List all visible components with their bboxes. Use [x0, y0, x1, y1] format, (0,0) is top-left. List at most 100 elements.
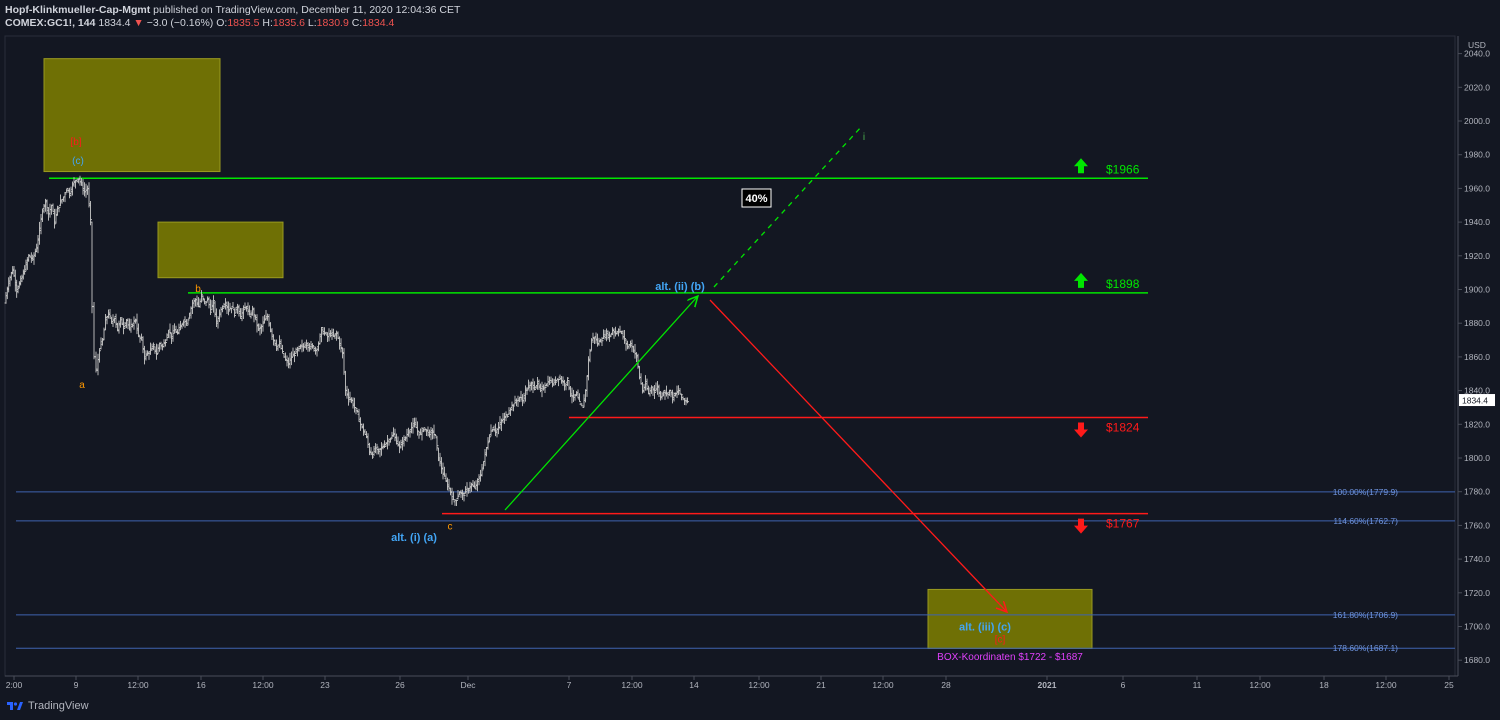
author-name[interactable]: Hopf-Klinkmueller-Cap-Mgmt [5, 4, 151, 16]
plot-frame [4, 35, 1456, 677]
x-tick-label-14: 28 [941, 680, 951, 690]
ohlc-bar [92, 301, 96, 360]
x-tick-label-19: 18 [1319, 680, 1329, 690]
tradingview-brand: TradingView [28, 700, 89, 712]
x-tick-label-7: Dec [460, 680, 476, 690]
x-tick-label-12: 21 [816, 680, 826, 690]
box-coordinates-note: BOX-Koordinaten $1722 - $1687 [937, 652, 1083, 663]
ohlc-bar [686, 397, 689, 404]
ohlc-bar [155, 343, 158, 360]
y-tick-label-13: 1940.0 [1464, 217, 1490, 227]
ohlc-bar [108, 309, 112, 319]
last-price-badge: 1834.4 [1462, 396, 1488, 406]
x-tick-label-18: 12:00 [1249, 680, 1271, 690]
up-arrow-icon [1074, 158, 1088, 174]
ohlc-bar [339, 338, 343, 353]
ohlc-bar [230, 307, 233, 314]
down-arrow-icon [1074, 518, 1088, 534]
ohlc-bar [578, 393, 581, 403]
ohlc-bar [56, 205, 59, 216]
x-tick-label-20: 12:00 [1375, 680, 1397, 690]
wave-label-4: c [448, 521, 453, 532]
published-info: published on TradingView.com, December 1… [153, 4, 461, 16]
symbol-label[interactable]: COMEX:GC1!, 144 [5, 17, 96, 29]
ohlc-bar [653, 384, 656, 400]
ohlc-bar [186, 318, 190, 326]
ohlc-bar [152, 342, 155, 351]
wave-label-5: alt. (i) (a) [391, 532, 437, 544]
ohlc-bar [90, 221, 94, 314]
ohlc-bar [137, 323, 140, 338]
ohlc-bar [98, 348, 101, 363]
y-tick-label-9: 1860.0 [1464, 352, 1490, 362]
last-price-badge-bg [1459, 394, 1495, 407]
y-tick-label-6: 1800.0 [1464, 453, 1490, 463]
ohlc-bar [579, 402, 583, 406]
ohlc-bar [432, 424, 436, 439]
last-price: 1834.4 [98, 17, 131, 29]
currency-label: USD [1468, 40, 1486, 50]
wave-label-3: b [195, 284, 201, 295]
ohlc-bars [4, 175, 689, 506]
level-label-1: $1898 [1106, 277, 1140, 291]
ohlc-bar [434, 433, 437, 437]
high-label: H: [262, 17, 273, 29]
ohlc-bar [63, 191, 67, 203]
wave-iii-arrow [709, 299, 1006, 611]
wave-ii-arrow [504, 297, 697, 511]
down-arrow-icon: ▼ [133, 17, 144, 29]
ohlc-bar [53, 208, 56, 229]
y-tick-label-0: 1680.0 [1464, 655, 1490, 665]
y-tick-label-2: 1720.0 [1464, 588, 1490, 598]
open-label: O: [216, 17, 228, 29]
ohlc-bar [23, 265, 27, 275]
wave-label-9: i [863, 132, 865, 143]
ohlc-bar [591, 332, 595, 343]
tradingview-footer[interactable]: TradingView [6, 700, 89, 712]
x-tick-label-6: 26 [395, 680, 405, 690]
ohlc-bar [623, 330, 626, 344]
x-tick-label-3: 16 [196, 680, 206, 690]
ohlc-bar [533, 381, 536, 391]
percent-badge-box [741, 188, 772, 208]
y-tick-label-11: 1900.0 [1464, 285, 1490, 295]
y-tick-label-16: 2000.0 [1464, 116, 1490, 126]
low-label: L: [307, 17, 317, 29]
y-tick-label-17: 2020.0 [1464, 82, 1490, 92]
x-tick-label-21: 25 [1444, 680, 1454, 690]
ohlc-bar [227, 301, 230, 316]
target-box-1 [157, 221, 284, 279]
ohlc-bar [168, 323, 172, 339]
ohlc-bar [455, 499, 458, 506]
ohlc-bar [204, 301, 208, 307]
level-label-0: $1966 [1106, 162, 1140, 176]
ohlc-bar [371, 451, 374, 459]
wave-label-8: [c] [995, 634, 1006, 645]
x-tick-label-1: 9 [74, 680, 79, 690]
target-box-0 [43, 58, 221, 173]
fib-label-0: 100.00%(1779.9) [1333, 487, 1398, 497]
ohlc-bar [57, 206, 61, 213]
x-tick-label-10: 14 [689, 680, 699, 690]
low-value: 1830.9 [316, 17, 349, 29]
fib-label-1: 114.60%(1762.7) [1333, 516, 1398, 526]
x-tick-label-5: 23 [320, 680, 330, 690]
y-tick-label-5: 1780.0 [1464, 487, 1490, 497]
ohlc-bar [389, 438, 392, 443]
ohlc-bar [203, 299, 206, 305]
ohlc-bar [89, 200, 92, 226]
x-tick-label-17: 11 [1193, 680, 1202, 690]
ohlc-bar [486, 437, 490, 450]
ohlc-bar [201, 295, 205, 302]
ohlc-bar [212, 295, 215, 313]
ohlc-bar [665, 385, 668, 397]
x-tick-label-16: 6 [1121, 680, 1126, 690]
x-tick-label-9: 12:00 [621, 680, 643, 690]
ohlc-bar [506, 415, 509, 418]
y-tick-label-14: 1960.0 [1464, 183, 1490, 193]
y-tick-label-18: 2040.0 [1464, 49, 1490, 59]
ohlc-bar [311, 343, 314, 349]
ohlc-bar [588, 348, 592, 363]
ohlc-bar [512, 404, 515, 412]
